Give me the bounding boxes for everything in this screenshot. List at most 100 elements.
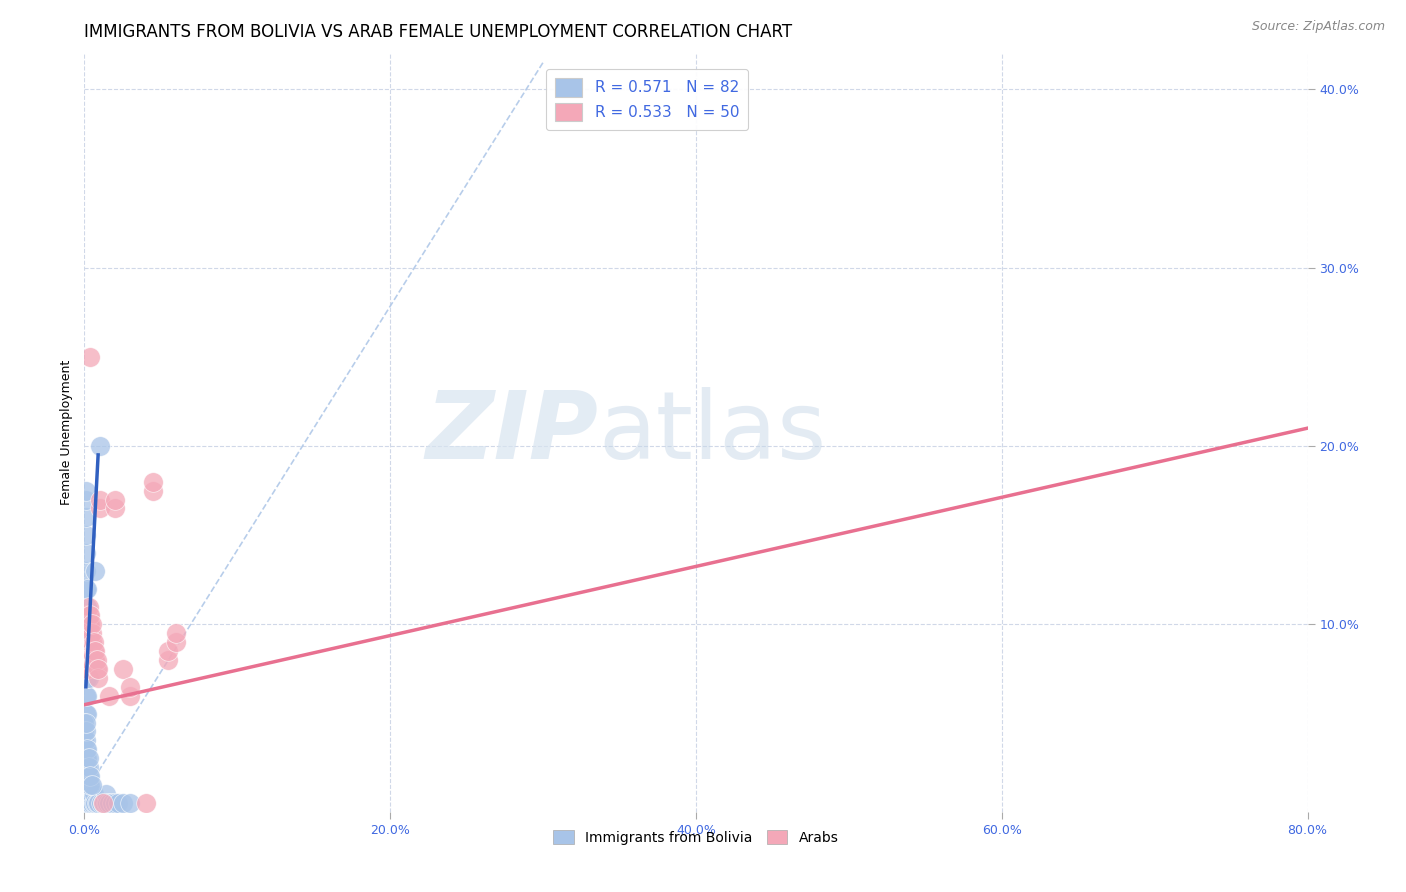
Point bbox=[79, 787, 101, 801]
Point bbox=[84, 644, 107, 658]
Point bbox=[76, 644, 98, 658]
Point bbox=[76, 671, 98, 685]
Point bbox=[84, 796, 107, 810]
Point bbox=[83, 653, 105, 667]
Point bbox=[75, 715, 97, 730]
Point bbox=[94, 796, 117, 810]
Point bbox=[75, 582, 97, 596]
Point bbox=[120, 680, 142, 694]
Point bbox=[75, 635, 97, 649]
Point bbox=[79, 778, 101, 792]
Point bbox=[76, 617, 98, 632]
Point bbox=[76, 760, 98, 774]
Point bbox=[80, 626, 103, 640]
Point bbox=[79, 644, 101, 658]
Point bbox=[120, 796, 142, 810]
Point bbox=[83, 787, 105, 801]
Point bbox=[75, 778, 97, 792]
Point bbox=[77, 617, 100, 632]
Point bbox=[75, 564, 97, 578]
Point bbox=[80, 787, 103, 801]
Point bbox=[111, 662, 134, 676]
Point bbox=[87, 796, 110, 810]
Point bbox=[76, 635, 98, 649]
Point bbox=[76, 778, 98, 792]
Point bbox=[165, 626, 187, 640]
Point bbox=[73, 778, 96, 792]
Point bbox=[104, 796, 127, 810]
Point bbox=[93, 796, 115, 810]
Point bbox=[75, 662, 97, 676]
Point bbox=[75, 760, 97, 774]
Point bbox=[76, 742, 98, 756]
Point bbox=[75, 751, 97, 765]
Point bbox=[76, 796, 98, 810]
Point bbox=[73, 733, 96, 747]
Point bbox=[75, 626, 97, 640]
Point bbox=[76, 653, 98, 667]
Point bbox=[76, 599, 98, 614]
Point bbox=[77, 635, 100, 649]
Point bbox=[80, 796, 103, 810]
Point bbox=[76, 635, 98, 649]
Point bbox=[76, 626, 98, 640]
Point bbox=[77, 653, 100, 667]
Point bbox=[75, 617, 97, 632]
Point bbox=[80, 778, 103, 792]
Point bbox=[77, 751, 100, 765]
Point bbox=[75, 528, 97, 542]
Point bbox=[101, 796, 124, 810]
Point bbox=[97, 689, 120, 703]
Point bbox=[89, 439, 111, 453]
Point bbox=[83, 635, 105, 649]
Point bbox=[75, 546, 97, 560]
Point bbox=[77, 635, 100, 649]
Point bbox=[94, 787, 117, 801]
Point bbox=[79, 608, 101, 623]
Point bbox=[77, 644, 100, 658]
Point bbox=[79, 350, 101, 364]
Point bbox=[83, 796, 105, 810]
Point bbox=[75, 796, 97, 810]
Point bbox=[73, 787, 96, 801]
Point bbox=[142, 483, 165, 498]
Point bbox=[76, 617, 98, 632]
Legend: Immigrants from Bolivia, Arabs: Immigrants from Bolivia, Arabs bbox=[548, 824, 844, 850]
Point bbox=[91, 796, 114, 810]
Point bbox=[89, 492, 111, 507]
Point bbox=[157, 653, 180, 667]
Point bbox=[77, 787, 100, 801]
Point bbox=[75, 483, 97, 498]
Point bbox=[84, 564, 107, 578]
Point bbox=[75, 510, 97, 524]
Text: ZIP: ZIP bbox=[425, 386, 598, 479]
Point bbox=[76, 706, 98, 721]
Point bbox=[77, 671, 100, 685]
Point bbox=[120, 689, 142, 703]
Point bbox=[75, 724, 97, 739]
Point bbox=[96, 796, 118, 810]
Point bbox=[77, 778, 100, 792]
Point bbox=[87, 662, 110, 676]
Point bbox=[73, 715, 96, 730]
Point bbox=[83, 644, 105, 658]
Point bbox=[79, 626, 101, 640]
Point bbox=[73, 796, 96, 810]
Point bbox=[77, 796, 100, 810]
Point bbox=[75, 742, 97, 756]
Point bbox=[77, 608, 100, 623]
Point bbox=[76, 689, 98, 703]
Point bbox=[79, 653, 101, 667]
Point bbox=[80, 635, 103, 649]
Point bbox=[77, 617, 100, 632]
Point bbox=[87, 671, 110, 685]
Point bbox=[75, 733, 97, 747]
Point bbox=[79, 617, 101, 632]
Text: Source: ZipAtlas.com: Source: ZipAtlas.com bbox=[1251, 20, 1385, 33]
Point bbox=[75, 706, 97, 721]
Point bbox=[107, 796, 129, 810]
Text: atlas: atlas bbox=[598, 386, 827, 479]
Point bbox=[86, 796, 108, 810]
Point bbox=[75, 787, 97, 801]
Text: IMMIGRANTS FROM BOLIVIA VS ARAB FEMALE UNEMPLOYMENT CORRELATION CHART: IMMIGRANTS FROM BOLIVIA VS ARAB FEMALE U… bbox=[84, 23, 793, 41]
